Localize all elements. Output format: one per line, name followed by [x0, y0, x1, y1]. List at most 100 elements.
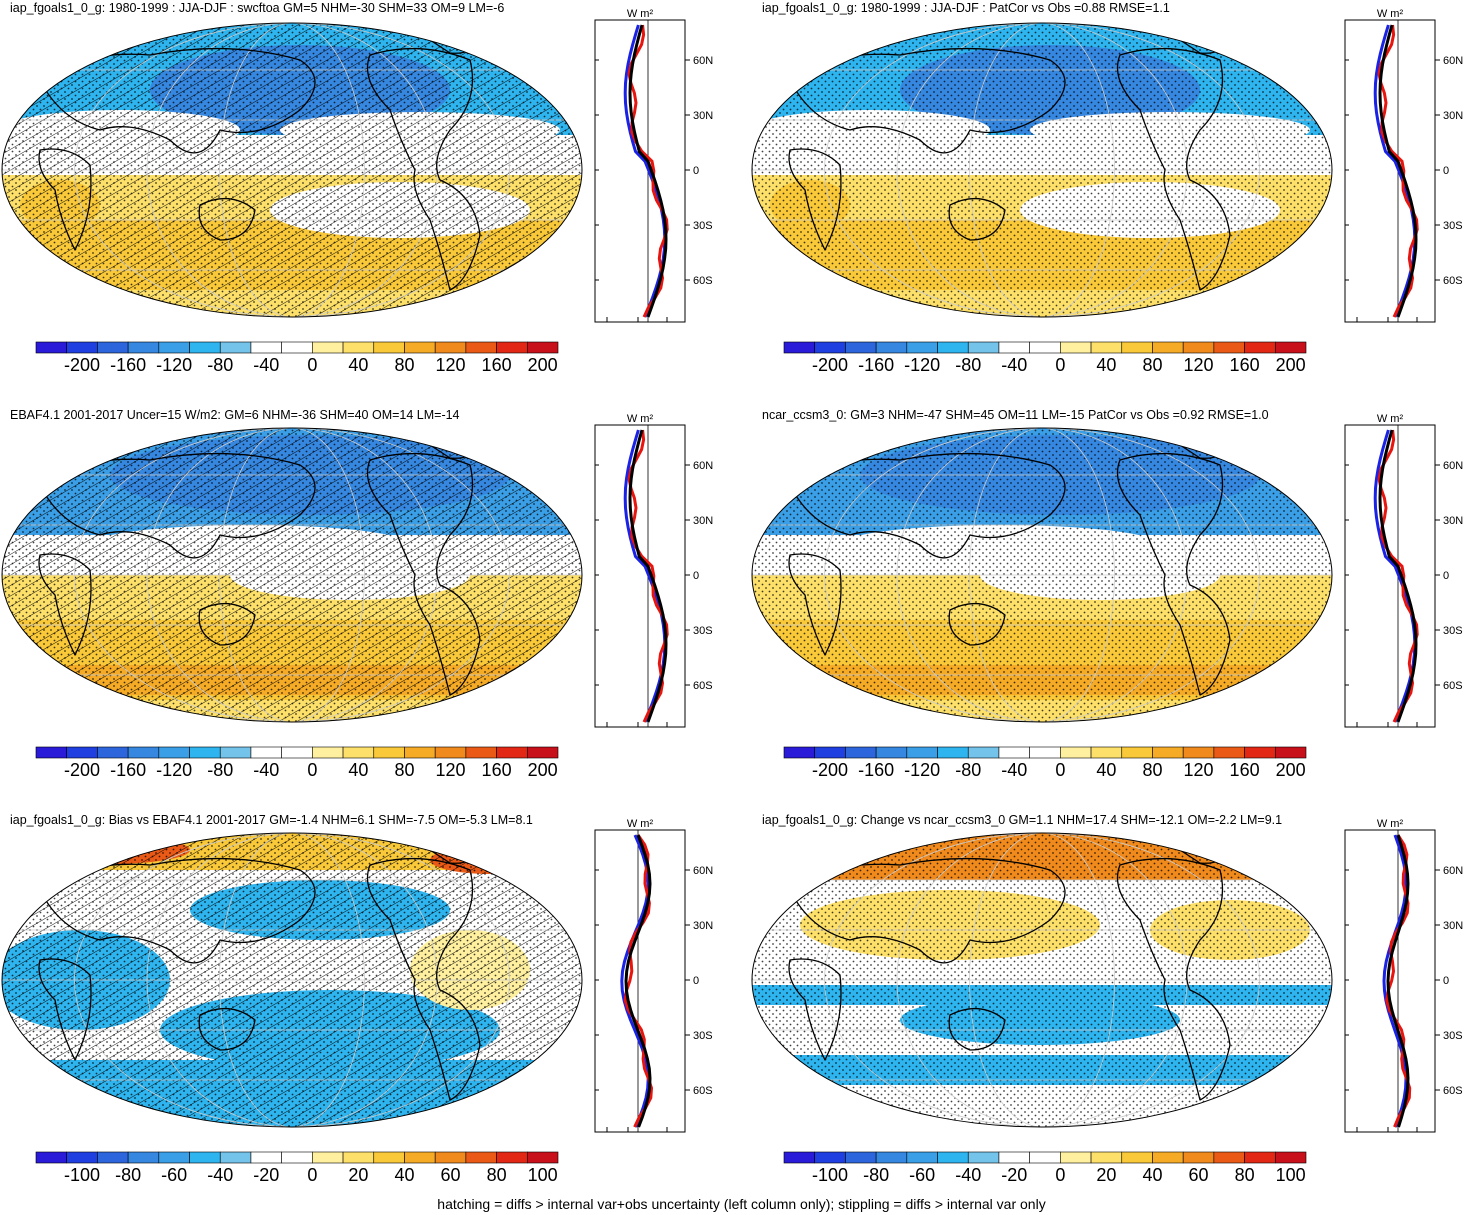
colorbar-tick-label: -80 [115, 1165, 142, 1185]
panel-title: EBAF4.1 2001-2017 Uncer=15 W/m2: GM=6 NH… [10, 408, 460, 422]
colorbar-swatch [127, 341, 160, 354]
colorbar-swatch [465, 341, 497, 354]
lat-label: 30S [1443, 220, 1463, 232]
colorbar-tick-label: -60 [161, 1165, 188, 1185]
colorbar-swatch [97, 746, 129, 759]
colorbar-swatch [373, 746, 405, 759]
colorbar-tick-label: -120 [156, 355, 193, 375]
colorbar-tick-label: 0 [307, 760, 318, 780]
colorbar-labels: -100 -80 -60 -40 -20 0 20 40 60 80 100 [35, 1165, 558, 1187]
colorbar-swatch [66, 746, 98, 759]
colorbar-tick-label: 200 [1275, 355, 1306, 375]
colorbar-tick-label: 120 [435, 355, 466, 375]
colorbar-labels: -200 -160 -120 -80 -40 0 40 80 120 160 200 [35, 355, 558, 377]
colorbar-tick-label: 60 [1188, 1165, 1209, 1185]
colorbar-tick-label: 40 [348, 760, 369, 780]
colorbar-swatch [1274, 1151, 1307, 1164]
colorbar-swatch [434, 1151, 467, 1164]
colorbar-swatch [1182, 341, 1215, 354]
colorbar-labels: -200 -160 -120 -80 -40 0 40 80 120 160 200 [35, 760, 558, 782]
colorbar-tick-label: 20 [348, 1165, 369, 1185]
lat-label: 0 [1443, 975, 1449, 987]
colorbar-swatch [66, 341, 98, 354]
colorbar-swatch [434, 746, 467, 759]
colorbar-swatch [342, 746, 375, 759]
colorbar-swatch [281, 746, 313, 759]
colorbar-tick-label: 160 [481, 760, 512, 780]
colorbar-swatch [1090, 341, 1123, 354]
colorbar-swatch [342, 341, 375, 354]
colorbar-swatch [35, 1151, 68, 1164]
colorbar-swatch [97, 341, 129, 354]
lat-label: 30N [693, 110, 713, 122]
colorbar-tick-label: 80 [1234, 1165, 1255, 1185]
lat-label: 0 [693, 165, 699, 177]
colorbar [783, 341, 1307, 354]
colorbar-swatch [1182, 746, 1215, 759]
colorbar-tick-label: -40 [1001, 760, 1028, 780]
panel-title: ncar_ccsm3_0: GM=3 NHM=-47 SHM=45 OM=11 … [762, 408, 1269, 422]
lat-label: 0 [693, 570, 699, 582]
panel-top-right: iap_fgoals1_0_g: 1980-1999 : JJA-DJF : P… [750, 0, 1483, 400]
colorbar-tick-label: -120 [904, 760, 941, 780]
lat-label: 60S [693, 680, 713, 692]
colorbar-swatch [875, 341, 908, 354]
lat-label: 30S [693, 1030, 713, 1042]
colorbar-tick-label: 60 [440, 1165, 461, 1185]
colorbar-tick-label: -120 [904, 355, 941, 375]
colorbar-swatch [312, 746, 344, 759]
colorbar-swatch [312, 1151, 344, 1164]
colorbar-tick-label: -80 [207, 760, 234, 780]
colorbar-swatch [967, 1151, 1000, 1164]
colorbar-tick-label: -20 [253, 1165, 280, 1185]
colorbar-swatch [1029, 746, 1061, 759]
colorbar-tick-label: 20 [1096, 1165, 1117, 1185]
colorbar-tick-label: -80 [955, 355, 982, 375]
colorbar-swatch [906, 341, 938, 354]
panel-top-left: iap_fgoals1_0_g: 1980-1999 : JJA-DJF : s… [0, 0, 735, 400]
colorbar-tick-label: -200 [812, 355, 849, 375]
lat-label: 0 [693, 975, 699, 987]
lat-label: 30S [1443, 1030, 1463, 1042]
colorbar-swatch [373, 1151, 405, 1164]
zonal-units-label: W m² [1377, 413, 1404, 425]
colorbar-swatch [998, 341, 1030, 354]
colorbar-swatch [66, 1151, 98, 1164]
colorbar-swatch [1274, 746, 1307, 759]
colorbar-swatch [434, 341, 467, 354]
colorbar-tick-label: -160 [110, 355, 147, 375]
colorbar-labels: -200 -160 -120 -80 -40 0 40 80 120 160 200 [783, 355, 1306, 377]
colorbar-tick-label: -20 [1001, 1165, 1028, 1185]
lat-label: 60S [693, 1085, 713, 1097]
colorbar-tick-label: 160 [481, 355, 512, 375]
colorbar-tick-label: 40 [1142, 1165, 1163, 1185]
colorbar-tick-label: -60 [909, 1165, 936, 1185]
colorbar-swatch [1244, 341, 1276, 354]
colorbar-swatch [906, 1151, 938, 1164]
colorbar-swatch [1182, 1151, 1215, 1164]
colorbar-swatch [1152, 1151, 1184, 1164]
panel-title: iap_fgoals1_0_g: 1980-1999 : JJA-DJF : s… [10, 1, 505, 15]
lat-label: 30N [693, 515, 713, 527]
lat-label: 30N [1443, 515, 1463, 527]
colorbar-tick-label: 100 [527, 1165, 558, 1185]
colorbar-swatch [967, 341, 1000, 354]
colorbar-swatch [127, 746, 160, 759]
colorbar-tick-label: 80 [1142, 355, 1163, 375]
colorbar-swatch [373, 341, 405, 354]
colorbar-tick-label: 0 [307, 355, 318, 375]
colorbar-tick-label: 80 [1142, 760, 1163, 780]
colorbar-tick-label: 120 [435, 760, 466, 780]
colorbar-swatch [937, 341, 969, 354]
colorbar-swatch [937, 1151, 969, 1164]
colorbar-swatch [158, 1151, 190, 1164]
colorbar-swatch [1152, 746, 1184, 759]
colorbar-swatch [158, 341, 190, 354]
colorbar [783, 1151, 1307, 1164]
colorbar-tick-label: -80 [863, 1165, 890, 1185]
map-bottom-right [751, 832, 1333, 1128]
panel-middle-left: EBAF4.1 2001-2017 Uncer=15 W/m2: GM=6 NH… [0, 405, 735, 805]
zonal-units-label: W m² [1377, 818, 1404, 830]
